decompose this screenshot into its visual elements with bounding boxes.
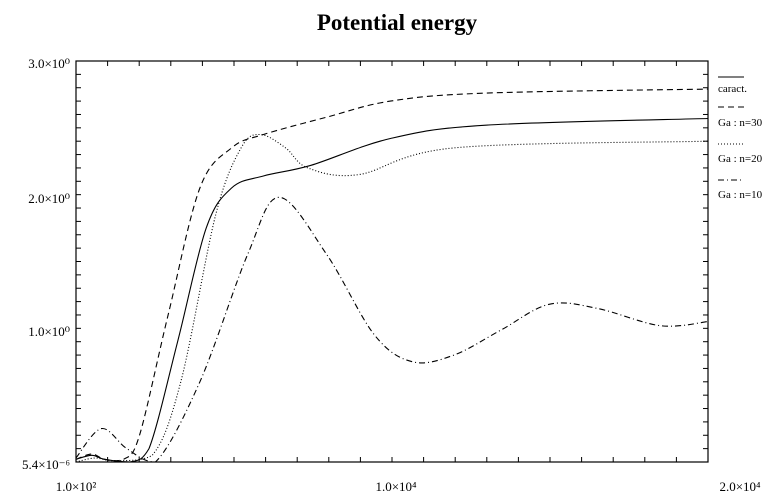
x-tick-label-0: 1.0×10²: [56, 479, 97, 494]
series-layer: [75, 88, 709, 463]
y-tick-label-2: 2.0×10⁰: [28, 191, 70, 206]
series-line-ga-n-30: [75, 88, 709, 462]
x-tick-label-2: 2.0×10⁴: [719, 479, 761, 494]
legend-label-ga-n30: Ga : n=30: [718, 117, 763, 129]
legend-label-ga-n10: Ga : n=10: [718, 189, 763, 201]
legend: caract. Ga : n=30 Ga : n=20 Ga : n=10: [718, 76, 763, 201]
legend-label-ga-n20: Ga : n=20: [718, 153, 763, 165]
y-tick-label-1: 1.0×10⁰: [28, 324, 70, 339]
legend-label-caract: caract.: [718, 83, 747, 95]
y-tick-label-3: 3.0×10⁰: [28, 56, 70, 71]
axis-ticks: [76, 61, 708, 462]
series-line-ga-n-10: [75, 196, 709, 463]
x-tick-label-1: 1.0×10⁴: [375, 479, 417, 494]
y-tick-label-0: 5.4×10⁻⁶: [22, 457, 70, 472]
series-line-caract: [75, 117, 709, 463]
series-line-ga-n-20: [75, 133, 709, 463]
chart-title: Potential energy: [317, 10, 478, 35]
